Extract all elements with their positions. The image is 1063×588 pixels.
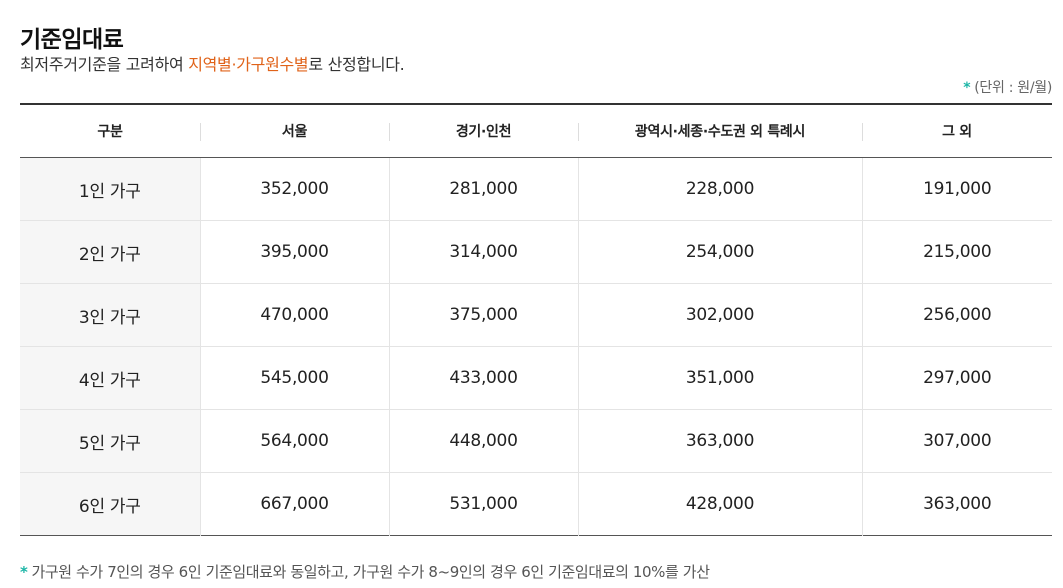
column-header-seoul: 서울: [200, 104, 389, 158]
table-row: 6인 가구 667,000 531,000 428,000 363,000: [20, 472, 1052, 536]
table-cell: 256,000: [861, 283, 1052, 347]
asterisk-icon: *: [20, 563, 28, 581]
table-cell: 545,000: [199, 346, 389, 410]
table-cell: 351,000: [577, 346, 862, 410]
table-cell: 375,000: [388, 283, 578, 347]
table-cell: 448,000: [388, 409, 578, 473]
table-row: 1인 가구 352,000 281,000 228,000 191,000: [20, 157, 1052, 221]
column-header-gyeonggi-incheon: 경기·인천: [389, 104, 578, 158]
table-cell: 564,000: [199, 409, 389, 473]
row-header: 5인 가구: [20, 409, 200, 473]
table-cell: 470,000: [199, 283, 389, 347]
page-title: 기준임대료: [20, 27, 124, 54]
column-header-others: 그 외: [862, 104, 1052, 158]
table-cell: 363,000: [861, 472, 1052, 536]
description-highlight: 지역별·가구원수별: [188, 55, 309, 74]
row-header: 3인 가구: [20, 283, 200, 347]
base-rent-table: 구분 서울 경기·인천 광역시·세종·수도권 외 특례시 그 외 1인 가구 3…: [20, 103, 1052, 536]
column-header-category: 구분: [20, 104, 200, 158]
table-cell: 433,000: [388, 346, 578, 410]
column-header-metropolitan-cities: 광역시·세종·수도권 외 특례시: [578, 104, 862, 158]
footnote-text: 가구원 수가 7인의 경우 6인 기준임대료와 동일하고, 가구원 수가 8~9…: [31, 563, 710, 581]
table-row: 4인 가구 545,000 433,000 351,000 297,000: [20, 346, 1052, 410]
table-header-row: 구분 서울 경기·인천 광역시·세종·수도권 외 특례시 그 외: [20, 104, 1052, 158]
table-cell: 428,000: [577, 472, 862, 536]
table-cell: 352,000: [199, 157, 389, 221]
unit-note: * (단위 : 원/월): [963, 78, 1052, 98]
table-cell: 191,000: [861, 157, 1052, 221]
description-suffix: 로 산정합니다.: [308, 55, 405, 74]
asterisk-icon: *: [963, 80, 971, 96]
description: 최저주거기준을 고려하여 지역별·가구원수별로 산정합니다.: [20, 53, 405, 77]
table-cell: 254,000: [577, 220, 862, 284]
row-header: 4인 가구: [20, 346, 200, 410]
table-cell: 667,000: [199, 472, 389, 536]
row-header: 6인 가구: [20, 472, 200, 536]
table-row: 2인 가구 395,000 314,000 254,000 215,000: [20, 220, 1052, 284]
row-header: 1인 가구: [20, 157, 200, 221]
table-cell: 307,000: [861, 409, 1052, 473]
table-cell: 228,000: [577, 157, 862, 221]
table-cell: 281,000: [388, 157, 578, 221]
footnote: * 가구원 수가 7인의 경우 6인 기준임대료와 동일하고, 가구원 수가 8~…: [20, 561, 710, 583]
description-prefix: 최저주거기준을 고려하여: [20, 55, 189, 74]
table-row: 5인 가구 564,000 448,000 363,000 307,000: [20, 409, 1052, 473]
table-cell: 215,000: [861, 220, 1052, 284]
table-cell: 395,000: [199, 220, 389, 284]
table-cell: 363,000: [577, 409, 862, 473]
table-cell: 302,000: [577, 283, 862, 347]
table-cell: 314,000: [388, 220, 578, 284]
table-cell: 531,000: [388, 472, 578, 536]
row-header: 2인 가구: [20, 220, 200, 284]
table-row: 3인 가구 470,000 375,000 302,000 256,000: [20, 283, 1052, 347]
table-cell: 297,000: [861, 346, 1052, 410]
unit-note-text: (단위 : 원/월): [974, 80, 1052, 96]
